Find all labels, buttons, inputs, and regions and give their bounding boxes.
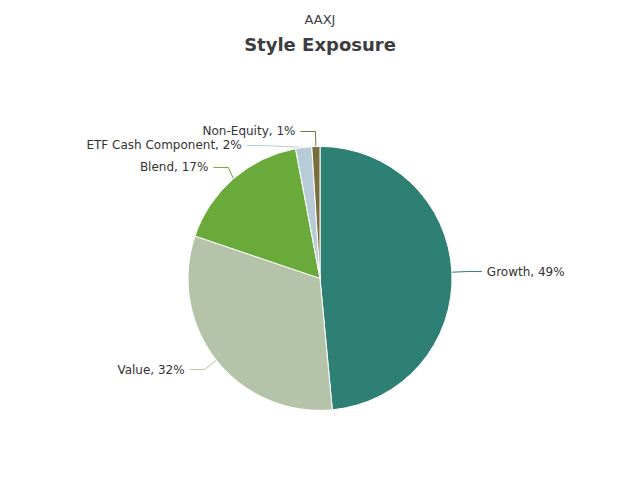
svg-text:AAXJ: AAXJ [305,12,336,27]
svg-text:Blend, 17%: Blend, 17% [140,160,208,174]
svg-text:Non-Equity, 1%: Non-Equity, 1% [203,124,296,138]
svg-text:Growth, 49%: Growth, 49% [487,265,565,279]
svg-text:ETF Cash Component, 2%: ETF Cash Component, 2% [86,138,241,152]
svg-text:Value, 32%: Value, 32% [117,363,184,377]
svg-text:Style Exposure: Style Exposure [244,34,396,55]
